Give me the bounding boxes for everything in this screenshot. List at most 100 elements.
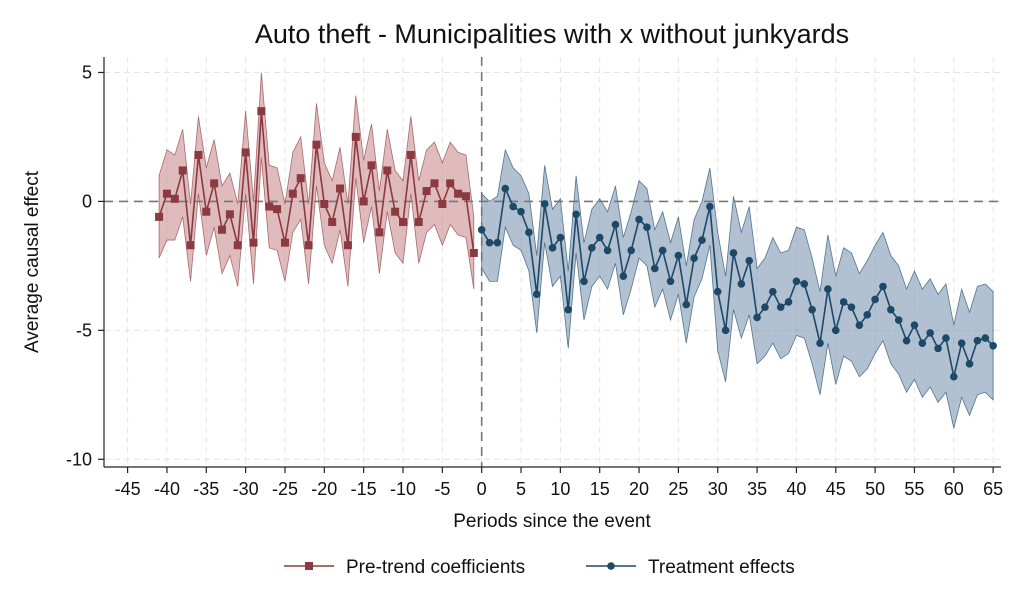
data-point: [792, 277, 801, 286]
y-axis-label: Average causal effect: [22, 170, 43, 353]
data-point: [706, 202, 714, 211]
data-point: [871, 295, 879, 304]
legend-label: Treatment effects: [648, 557, 795, 578]
data-point: [635, 215, 643, 224]
data-point: [784, 298, 793, 306]
data-point: [485, 238, 494, 247]
x-tick-label: -35: [193, 479, 219, 499]
data-point: [202, 207, 211, 216]
data-point: [887, 305, 895, 314]
data-point: [178, 166, 187, 175]
data-point: [619, 272, 628, 280]
data-point: [540, 200, 549, 208]
data-point: [588, 244, 596, 252]
data-point: [776, 303, 785, 311]
data-point: [910, 321, 919, 329]
x-tick-label: 5: [516, 479, 526, 499]
x-tick-label: 25: [668, 479, 688, 499]
x-tick-label: 55: [904, 479, 924, 499]
axes: [98, 57, 1001, 473]
data-point: [650, 264, 659, 273]
data-point: [375, 228, 384, 237]
data-point: [713, 287, 722, 296]
x-tick-label: -20: [311, 479, 337, 499]
data-point: [532, 290, 541, 299]
data-point: [721, 326, 730, 335]
y-tick-label: 5: [82, 62, 92, 82]
data-point: [312, 140, 321, 149]
data-point: [194, 150, 203, 159]
x-tick-label: -45: [115, 479, 141, 499]
data-point: [879, 282, 887, 291]
tick-labels: -45 -40 -35 -30 -25 -20 -15 -10 -5 0 5 10 15 20 25 30 35…: [66, 62, 1003, 499]
data-point: [257, 107, 266, 116]
data-point: [595, 233, 604, 242]
x-tick-label: -15: [351, 479, 377, 499]
data-point: [155, 212, 164, 221]
data-point: [406, 150, 415, 159]
confidence-band: [158, 72, 475, 290]
data-point: [454, 189, 463, 198]
data-point: [414, 218, 423, 227]
legend-marker: [607, 562, 615, 570]
confidence-bands: [158, 72, 994, 429]
data-point: [399, 218, 407, 227]
data-point: [808, 305, 816, 314]
x-tick-label: 65: [983, 479, 1003, 499]
x-tick-label: 45: [826, 479, 846, 499]
legend-label: Pre-trend coefficients: [346, 557, 525, 578]
series-markers: [155, 107, 997, 381]
data-point: [233, 241, 242, 250]
x-tick-label: 50: [865, 479, 885, 499]
data-point: [666, 277, 675, 286]
data-point: [863, 311, 872, 319]
data-point: [957, 339, 966, 348]
x-tick-label: 0: [477, 479, 487, 499]
data-point: [603, 246, 612, 255]
data-point: [446, 179, 455, 188]
data-point: [343, 241, 352, 250]
data-point: [469, 248, 478, 257]
data-point: [336, 184, 345, 193]
x-tick-label: 60: [944, 479, 964, 499]
legend-marker: [305, 562, 313, 570]
data-point: [525, 228, 533, 237]
data-point: [831, 326, 840, 335]
x-tick-label: 20: [629, 479, 649, 499]
data-point: [351, 132, 360, 141]
data-point: [926, 329, 934, 337]
x-tick-label: -5: [434, 479, 450, 499]
data-point: [572, 210, 580, 219]
data-point: [674, 251, 683, 260]
data-point: [816, 339, 824, 348]
x-axis-label: Periods since the event: [453, 511, 651, 532]
data-point: [288, 189, 297, 198]
y-tick-label: 0: [82, 191, 92, 211]
confidence-band: [481, 148, 994, 429]
y-tick-label: -10: [66, 449, 92, 469]
data-point: [359, 197, 368, 206]
x-tick-label: 35: [747, 479, 767, 499]
data-point: [682, 300, 691, 309]
x-tick-label: -10: [390, 479, 416, 499]
x-tick-label: 10: [550, 479, 570, 499]
x-tick-label: 30: [708, 479, 728, 499]
data-point: [170, 194, 179, 203]
data-point: [438, 199, 447, 208]
data-point: [902, 336, 911, 345]
data-point: [698, 236, 706, 244]
data-point: [304, 241, 313, 250]
data-point: [241, 148, 250, 157]
data-point: [580, 277, 588, 286]
x-tick-label: 40: [786, 479, 806, 499]
data-point: [855, 321, 864, 329]
data-point: [265, 202, 274, 211]
data-point: [517, 207, 525, 216]
data-point: [548, 244, 557, 252]
chart-title: Auto theft - Municipalities with x witho…: [255, 19, 849, 49]
data-point: [627, 246, 635, 255]
data-point: [824, 285, 832, 293]
data-point: [218, 225, 227, 234]
data-point: [949, 372, 958, 381]
